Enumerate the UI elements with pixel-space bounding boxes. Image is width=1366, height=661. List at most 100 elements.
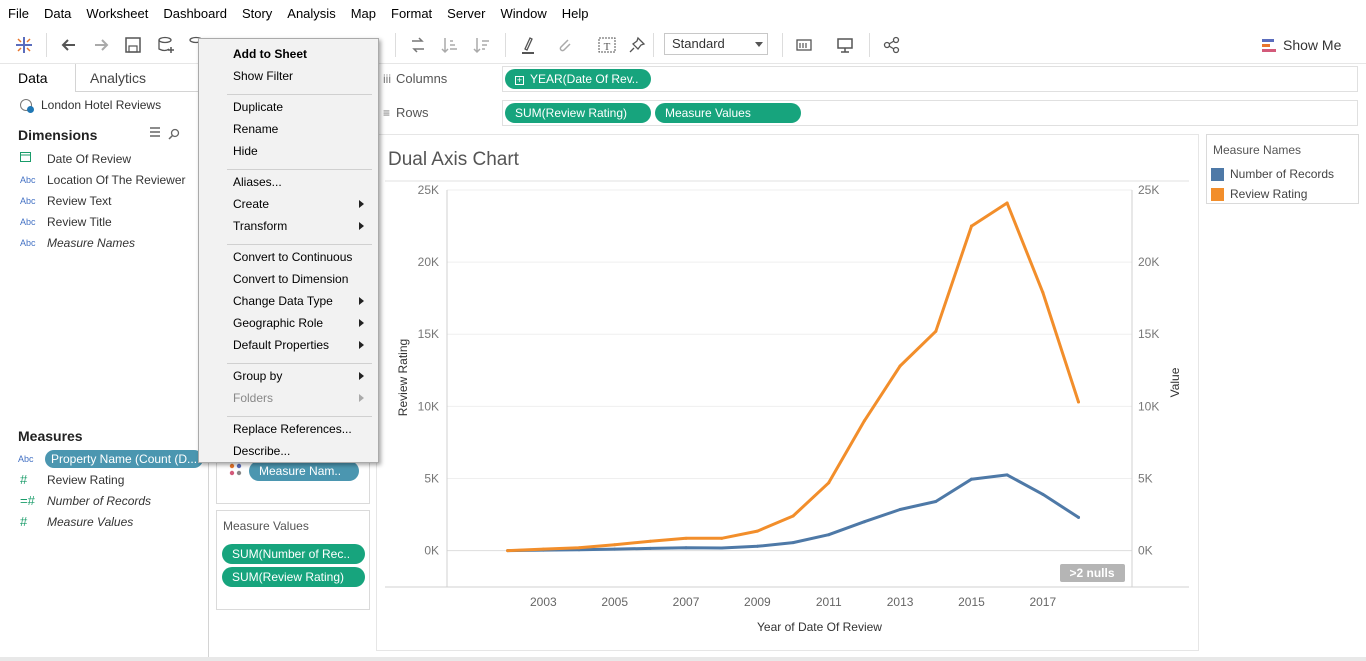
save-icon[interactable] (123, 35, 143, 55)
menu-server[interactable]: Server (447, 6, 486, 21)
nulls-indicator[interactable]: >2 nulls (1069, 566, 1114, 580)
menu-item-replace-references[interactable]: Replace References... (233, 422, 352, 436)
pin-icon[interactable] (627, 35, 647, 55)
menu-item-aliases[interactable]: Aliases... (233, 175, 282, 189)
menu-worksheet[interactable]: Worksheet (86, 6, 149, 21)
list-view-icon[interactable] (148, 126, 162, 140)
menu-bar: File Data Worksheet Dashboard Story Analysis M… (0, 0, 1366, 27)
new-datasource-icon[interactable] (156, 35, 176, 55)
menu-separator (227, 94, 372, 95)
data-point-number-of-records (755, 544, 759, 548)
attach-icon[interactable] (555, 35, 575, 55)
measure-values-pill-records[interactable]: SUM(Number of Rec.. (222, 544, 365, 564)
menu-analysis[interactable]: Analysis (287, 6, 336, 21)
menu-item-duplicate[interactable]: Duplicate (233, 100, 284, 114)
search-icon[interactable] (167, 126, 181, 140)
rows-pill-measure-values[interactable]: Measure Values (655, 103, 801, 123)
field-review-rating[interactable]: # Review Rating (20, 471, 124, 489)
menu-dashboard[interactable]: Dashboard (163, 6, 227, 21)
field-review-text[interactable]: Abc Review Text (20, 192, 111, 210)
toolbar-separator (505, 33, 506, 57)
field-property-name-count-d[interactable]: Abc Property Name (Count (D... (18, 450, 204, 468)
menu-file[interactable]: File (8, 6, 29, 21)
marks-pill-measure-names[interactable]: Measure Nam.. (249, 461, 359, 481)
tab-data[interactable]: Data (0, 64, 76, 92)
sort-ascending-icon[interactable] (440, 35, 460, 55)
data-point-number-of-records (1005, 473, 1009, 477)
field-review-title[interactable]: Abc Review Title (20, 213, 112, 231)
data-point-review-rating (577, 546, 581, 550)
data-point-review-rating (1076, 400, 1080, 404)
data-point-number-of-records (720, 546, 724, 550)
menu-item-show-filter[interactable]: Show Filter (233, 69, 294, 83)
menu-item-add-to-sheet[interactable]: Add to Sheet (233, 47, 307, 61)
y-tick-label-right: 25K (1138, 183, 1159, 197)
field-location-of-the-reviewer[interactable]: Abc Location Of The Reviewer (20, 171, 186, 189)
legend-item-rating[interactable]: Review Rating (1211, 186, 1307, 202)
columns-pill-year[interactable]: + YEAR(Date Of Rev.. (505, 69, 651, 89)
menu-help[interactable]: Help (561, 6, 589, 21)
cards-icon[interactable] (795, 35, 815, 55)
menu-item-default-properties[interactable]: Default Properties (233, 338, 330, 352)
undo-icon[interactable] (59, 35, 79, 55)
datasource-icon (20, 99, 34, 113)
menu-item-convert-to-continuous[interactable]: Convert to Continuous (233, 250, 353, 264)
field-measure-values[interactable]: # Measure Values (20, 513, 133, 531)
y-tick-label-right: 0K (1138, 544, 1153, 558)
tab-analytics[interactable]: Analytics (90, 70, 147, 86)
data-point-review-rating (934, 329, 938, 333)
date-icon (20, 150, 40, 168)
chevron-right-icon (359, 372, 364, 380)
menu-item-convert-to-dimension[interactable]: Convert to Dimension (233, 272, 349, 286)
data-point-number-of-records (934, 500, 938, 504)
menu-separator (227, 244, 372, 245)
presentation-icon[interactable] (835, 35, 855, 55)
chart-view[interactable]: Dual Axis Chart 0K 0K 5K 5K 10K 10K 15K 15K 20K 2… (376, 134, 1199, 651)
series-line-review-rating (506, 201, 1080, 553)
chevron-right-icon (359, 200, 364, 208)
show-me-button[interactable]: Show Me (1262, 35, 1341, 55)
text-label-icon[interactable]: T (597, 35, 617, 55)
menu-format[interactable]: Format (391, 6, 433, 21)
x-tick-label: 2013 (887, 595, 914, 609)
legend-swatch (1211, 187, 1224, 201)
legend-item-records[interactable]: Number of Records (1211, 166, 1334, 182)
menu-item-transform[interactable]: Transform (233, 219, 288, 233)
menu-item-describe[interactable]: Describe... (233, 444, 291, 458)
menu-map[interactable]: Map (350, 6, 376, 21)
side-tabs: Data Analytics (0, 64, 208, 92)
menu-window[interactable]: Window (500, 6, 547, 21)
color-icon (229, 463, 243, 477)
field-date-of-review[interactable]: Date Of Review (20, 150, 131, 168)
data-point-number-of-records (791, 541, 795, 545)
y-tick-label-right: 20K (1138, 255, 1159, 269)
y-tick-label-right: 15K (1138, 327, 1159, 341)
field-number-of-records[interactable]: =# Number of Records (20, 492, 151, 510)
menu-item-create[interactable]: Create (233, 197, 270, 211)
datasource-item[interactable]: London Hotel Reviews (20, 98, 161, 113)
menu-item-change-data-type[interactable]: Change Data Type (233, 294, 333, 308)
data-point-number-of-records (613, 547, 617, 551)
nulls-indicator-bg (1060, 564, 1125, 582)
swap-icon[interactable] (408, 35, 428, 55)
menu-item-rename[interactable]: Rename (233, 122, 279, 136)
menu-item-hide[interactable]: Hide (233, 144, 258, 158)
measure-values-pill-rating[interactable]: SUM(Review Rating) (222, 567, 365, 587)
menu-item-geographic-role[interactable]: Geographic Role (233, 316, 324, 330)
field-measure-names[interactable]: Abc Measure Names (20, 234, 135, 252)
dual-axis-chart[interactable]: 0K 0K 5K 5K 10K 10K 15K 15K 20K 20K 25K 25K 2003 2005… (377, 135, 1200, 652)
menu-item-group-by[interactable]: Group by (233, 369, 283, 383)
rows-pill-review-rating[interactable]: SUM(Review Rating) (505, 103, 651, 123)
fit-dropdown[interactable]: Standard (664, 33, 768, 55)
redo-icon[interactable] (91, 35, 111, 55)
menu-story[interactable]: Story (241, 6, 273, 21)
sort-descending-icon[interactable] (472, 35, 492, 55)
menu-data[interactable]: Data (43, 6, 72, 21)
expand-icon[interactable]: + (515, 75, 524, 85)
fit-dropdown-value: Standard (672, 36, 725, 51)
status-bar (0, 657, 1366, 661)
highlight-icon[interactable] (518, 35, 538, 55)
data-point-review-rating (720, 536, 724, 540)
tableau-logo-icon[interactable] (14, 35, 34, 55)
share-icon[interactable] (882, 35, 902, 55)
